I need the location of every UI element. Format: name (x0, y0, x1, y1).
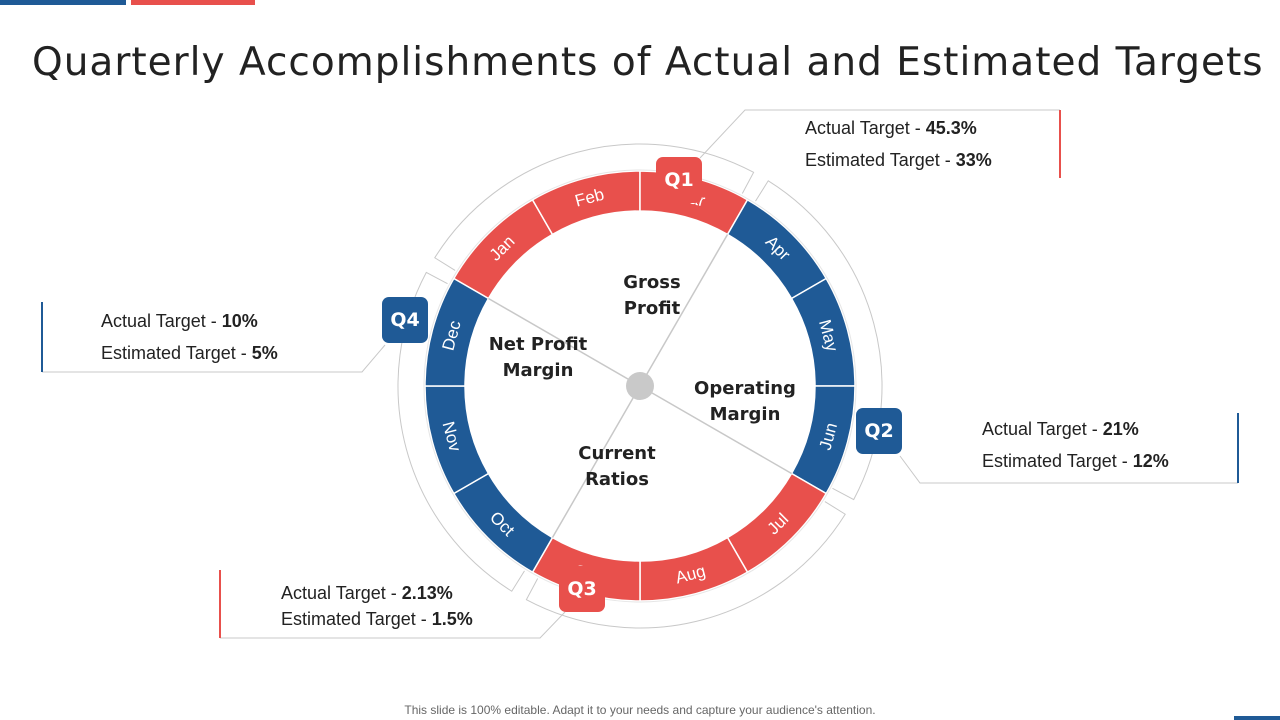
footer-note: This slide is 100% editable. Adapt it to… (404, 703, 876, 717)
q1-estimated-label: Estimated Target - (805, 150, 956, 170)
segment-net-profit-margin: Net Profit Margin (489, 334, 588, 381)
quarter-bracket-q3 (525, 501, 846, 629)
quarter-bracket-q1 (434, 143, 755, 271)
q4-actual-value: 10% (221, 311, 258, 331)
segment-operating-margin-line2: Margin (710, 404, 781, 425)
segment-current-ratios-line2: Ratios (585, 469, 649, 490)
q4-callout: Actual Target - 10% Estimated Target - 5… (101, 305, 278, 369)
q3-actual-row: Actual Target - 2.13% (281, 580, 473, 606)
q2-estimated-value: 12% (1132, 451, 1169, 471)
q3-callout: Actual Target - 2.13% Estimated Target -… (281, 580, 473, 632)
q2-estimated-label: Estimated Target - (982, 451, 1133, 471)
segment-gross-profit-line2: Profit (624, 298, 681, 319)
segment-operating-margin: Operating Margin (694, 378, 796, 425)
q4-badge: Q4 (382, 297, 428, 343)
q2-actual-value: 21% (1102, 419, 1139, 439)
segment-divider-2 (639, 234, 729, 387)
q2-callout: Actual Target - 21% Estimated Target - 1… (982, 413, 1169, 477)
segment-dividers (488, 234, 792, 538)
q1-callout: Actual Target - 45.3% Estimated Target -… (805, 112, 992, 176)
segment-divider-1 (488, 297, 641, 387)
q3-badge: Q3 (559, 566, 605, 612)
q3-actual-label: Actual Target - (281, 583, 402, 603)
q3-estimated-label: Estimated Target - (281, 609, 432, 629)
q2-badge: Q2 (856, 408, 902, 454)
segment-current-ratios: Current Ratios (578, 443, 656, 490)
quarter-bracket-q2 (755, 180, 883, 501)
q2-actual-label: Actual Target - (982, 419, 1103, 439)
top-accent-red (131, 0, 255, 5)
q3-leader-line (220, 611, 566, 639)
q3-estimated-row: Estimated Target - 1.5% (281, 606, 473, 632)
q1-leader-line (699, 109, 1060, 159)
q1-actual-label: Actual Target - (805, 118, 926, 138)
q2-leader-line (899, 455, 1238, 484)
center-hub (626, 372, 654, 400)
segment-operating-margin-line1: Operating (694, 378, 796, 399)
segment-gross-profit-line1: Gross (623, 272, 680, 293)
q4-estimated-value: 5% (251, 343, 278, 363)
q3-estimated-value: 1.5% (431, 609, 473, 629)
q2-actual-row: Actual Target - 21% (982, 413, 1169, 445)
bottom-right-accent (1234, 716, 1280, 720)
month-ring: JanFebMarAprMayJunJulAugSepOctNovDec (397, 143, 883, 629)
segment-gross-profit: Gross Profit (623, 272, 680, 319)
top-accent-blue (0, 0, 126, 5)
q1-actual-row: Actual Target - 45.3% (805, 112, 992, 144)
month-segment-dec (424, 277, 490, 387)
q1-estimated-value: 33% (955, 150, 992, 170)
segment-net-profit-margin-line1: Net Profit (489, 334, 588, 355)
q3-actual-value: 2.13% (401, 583, 453, 603)
q2-estimated-row: Estimated Target - 12% (982, 445, 1169, 477)
segment-divider-3 (639, 385, 792, 475)
q4-actual-row: Actual Target - 10% (101, 305, 278, 337)
page-title: Quarterly Accomplishments of Actual and … (32, 40, 1264, 86)
q4-actual-label: Actual Target - (101, 311, 222, 331)
q1-estimated-row: Estimated Target - 33% (805, 144, 992, 176)
segment-net-profit-margin-line2: Margin (503, 360, 574, 381)
q4-estimated-row: Estimated Target - 5% (101, 337, 278, 369)
q1-actual-value: 45.3% (925, 118, 977, 138)
q4-estimated-label: Estimated Target - (101, 343, 252, 363)
ring-outline (423, 169, 857, 603)
q1-badge: Q1 (656, 157, 702, 203)
q4-leader-line (42, 344, 386, 373)
segment-current-ratios-line1: Current (578, 443, 656, 464)
segment-divider-4 (551, 385, 641, 538)
